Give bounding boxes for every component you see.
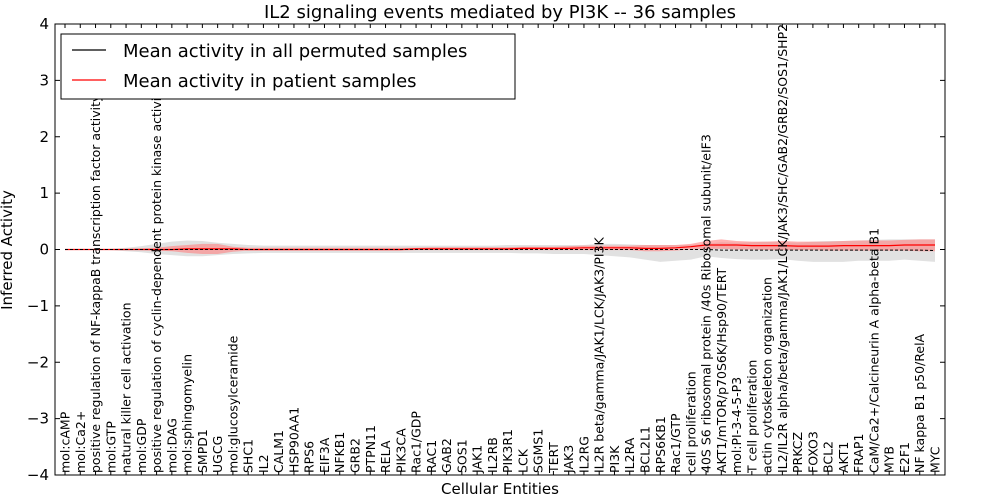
x-tick-label: JAK1 (470, 445, 485, 474)
y-tick-label: −1 (27, 297, 49, 315)
x-axis-label: Cellular Entities (441, 480, 559, 498)
x-tick-label: IL2 (256, 454, 271, 473)
permuted-mean-line (65, 249, 936, 252)
x-tick-label: mol:Ca2+ (73, 411, 88, 473)
x-tick-label: AKT1/mTOR/p70S6K/Hsp90/TERT (714, 267, 729, 473)
series-lines (65, 244, 936, 252)
x-tick-label: LCK (515, 448, 530, 473)
x-tick-label: Rac1/GTP (668, 413, 683, 473)
x-tick-label: IL2RG (576, 436, 591, 473)
x-tick-label: Rac1/GDP (409, 411, 424, 473)
plot-frame (54, 23, 946, 476)
x-tick-label: natural killer cell activation (119, 302, 134, 473)
x-tick-label: IL2R beta/gamma/JAK1/LCK/JAK3/PI3K (592, 236, 607, 473)
x-tick-label: T cell proliferation (744, 360, 759, 474)
activity-bands (65, 239, 935, 262)
x-tick-label: PTPN11 (363, 425, 378, 473)
x-tick-labels: mol:cAMP mol:Ca2+ positive regulation of N… (58, 24, 943, 475)
x-tick-label: SOS1 (454, 439, 469, 473)
x-tick-label: MYC (928, 446, 943, 473)
y-tick-label: 1 (39, 184, 49, 202)
x-tick-label: NFKB1 (332, 432, 347, 473)
x-tick-label: positive regulation of NF-kappaB transcr… (88, 94, 103, 473)
x-tick-label: RELA (378, 440, 393, 473)
x-tick-label: cell proliferation (683, 371, 698, 473)
y-axis-label: Inferred Activity (0, 190, 16, 310)
x-tick-label: PIK3R1 (500, 429, 515, 473)
x-tick-label: FOXO3 (805, 431, 820, 473)
patient-mean-line (65, 244, 935, 251)
x-tick-label: CALM1 (271, 430, 286, 473)
x-tick-label: TERT (546, 442, 561, 474)
x-tick-label: mol:sphingomyelin (180, 354, 195, 473)
chart-title: IL2 signaling events mediated by PI3K --… (264, 2, 736, 23)
x-tick-label: GAB2 (439, 438, 454, 473)
x-tick-label: actin cytoskeleton organization (760, 277, 775, 473)
x-tick-label: 40S S6 ribosomal protein /40s Ribosomal … (699, 134, 714, 473)
y-axis-ticks: −4 −3 −2 −1 0 1 2 3 4 (27, 15, 945, 484)
y-tick-label: 4 (39, 15, 49, 33)
x-tick-label: RAC1 (424, 440, 439, 473)
x-tick-label: PRKCZ (790, 432, 805, 473)
x-tick-label: E2F1 (897, 442, 912, 473)
y-tick-label: 2 (39, 128, 49, 146)
patient-band (65, 239, 935, 254)
x-tick-label: JAK3 (561, 445, 576, 474)
x-tick-label: mol:DAG (164, 418, 179, 473)
x-tick-label: IL2RB (485, 437, 500, 473)
y-tick-label: −3 (27, 410, 49, 428)
x-tick-label: PI3K (607, 445, 622, 473)
x-tick-label: GRB2 (348, 438, 363, 473)
y-tick-label: 3 (39, 71, 49, 89)
x-tick-label: PIK3CA (393, 428, 408, 473)
x-tick-label: BCL2L1 (638, 426, 653, 473)
x-tick-label: mol:GDP (134, 418, 149, 473)
x-tick-label: EIF3A (317, 437, 332, 473)
x-tick-label: IL2RA (622, 437, 637, 473)
x-tick-label: AKT1 (836, 442, 851, 473)
x-tick-label: mol:GTP (103, 421, 118, 473)
x-tick-label: IL2/IL2R alpha/beta/gamma/JAK1/LCK/JAK3/… (775, 24, 790, 473)
x-tick-label: NF kappa B1 p50/RelA (912, 333, 927, 473)
x-tick-label: HSP90AA1 (286, 407, 301, 473)
x-tick-label: SHC1 (241, 439, 256, 473)
x-tick-label: BCL2 (821, 441, 836, 473)
x-tick-label: RPS6KB1 (653, 416, 668, 473)
x-tick-label: SGMS1 (531, 429, 546, 473)
legend: Mean activity in all permuted samples Me… (60, 33, 516, 100)
x-tick-label: SMPD1 (195, 429, 210, 473)
y-tick-label: −4 (27, 466, 49, 484)
x-tick-label: positive regulation of cyclin-dependent … (149, 85, 164, 473)
x-tick-label: UGCG (210, 436, 225, 473)
legend-box (60, 33, 516, 100)
legend-label-patient: Mean activity in patient samples (123, 71, 417, 92)
x-tick-label: CaM/Ca2+/Calcineurin A alpha-beta B1 (866, 228, 881, 473)
x-tick-label: FRAP1 (851, 434, 866, 473)
x-tick-label: mol:PI-3-4-5-P3 (729, 377, 744, 473)
y-tick-label: 0 (39, 241, 49, 259)
x-tick-label: mol:glucosylceramide (225, 335, 240, 473)
x-tick-label: RPS6 (302, 441, 317, 473)
x-tick-label: MYB (882, 446, 897, 473)
y-tick-label: −2 (27, 353, 49, 371)
legend-label-permuted: Mean activity in all permuted samples (123, 41, 467, 62)
x-tick-label: mol:cAMP (58, 411, 73, 473)
